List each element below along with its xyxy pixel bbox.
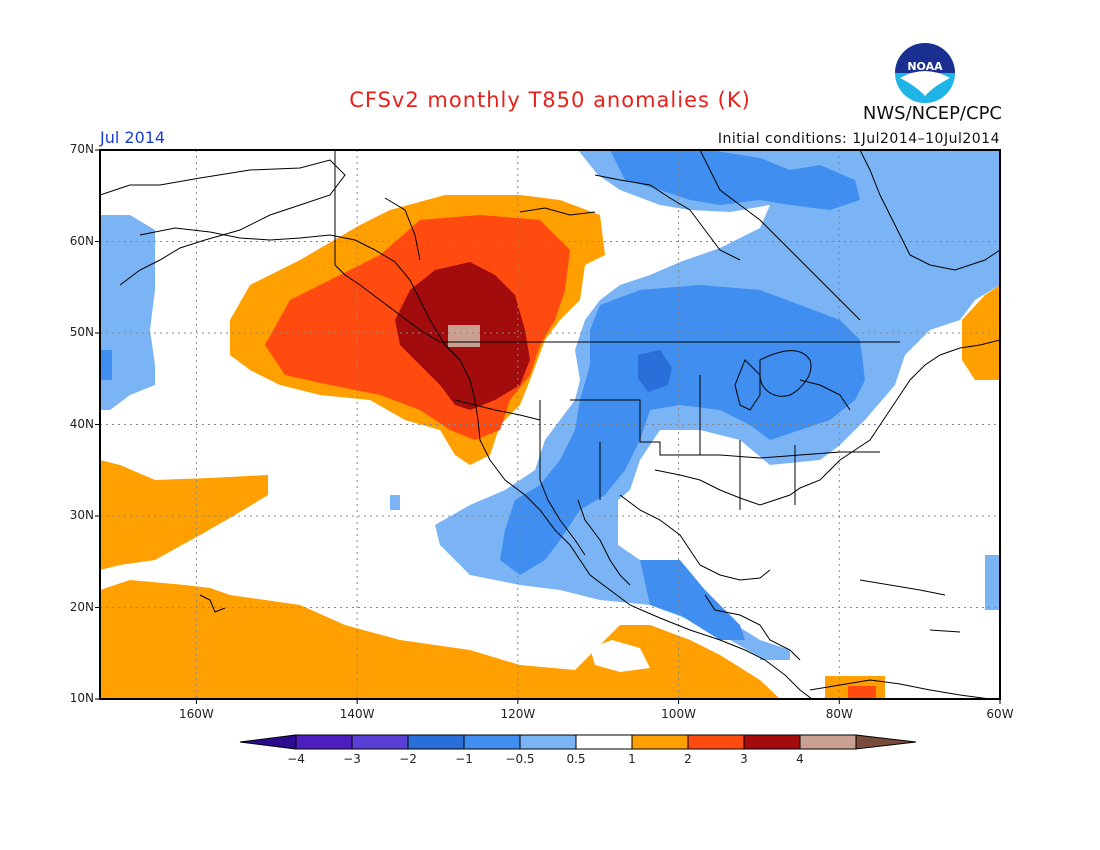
colorbar-tick-label: −3	[343, 752, 361, 766]
svg-text:NOAA: NOAA	[907, 60, 943, 73]
lat-tick-label: 30N	[69, 508, 94, 522]
lon-tick-label: 100W	[661, 707, 696, 721]
lat-tick-label: 50N	[69, 325, 94, 339]
graticule	[100, 150, 1000, 699]
agency-label: NWS/NCEP/CPC	[862, 103, 1002, 124]
colorbar-cell	[687, 734, 745, 750]
warm-anomaly-region	[100, 195, 1000, 699]
colorbar-tick-label: −4	[287, 752, 305, 766]
colorbar-cell	[463, 734, 521, 750]
initial-conditions-label: Initial conditions: 1Jul2014–10Jul2014	[717, 131, 1000, 147]
colorbar-tick-label: 2	[684, 752, 692, 766]
colorbar-tick-label: −0.5	[505, 752, 535, 766]
colorbar-tick-label: −1	[455, 752, 473, 766]
lon-tick-label: 140W	[339, 707, 375, 721]
colorbar-cell	[631, 734, 689, 750]
lon-tick-label: 80W	[825, 707, 853, 721]
lat-tick-label: 60N	[69, 233, 94, 248]
lon-tick-label: 60W	[986, 707, 1014, 721]
colorbar-cell	[351, 734, 409, 750]
lon-tick-label: 160W	[179, 707, 214, 721]
colorbar-cell	[407, 734, 465, 750]
axis-ticks	[95, 149, 1001, 704]
colorbar-tick-label: 0.5	[566, 752, 586, 766]
colorbar-cell	[799, 734, 857, 750]
lat-tick-label: 10N	[69, 691, 94, 705]
colorbar-low-arrow	[239, 734, 297, 750]
colorbar-tick-label: 4	[796, 752, 804, 766]
lon-tick-label: 120W	[500, 707, 536, 721]
cool-anomaly-region	[100, 150, 1000, 660]
colorbar-tick-label: −2	[399, 752, 417, 766]
colorbar-cell	[743, 734, 801, 750]
noaa-logo: NOAA	[895, 43, 955, 103]
lat-tick-label: 20N	[69, 599, 94, 614]
figure-title: CFSv2 monthly T850 anomalies (K)	[349, 88, 751, 112]
lat-tick-label: 70N	[69, 142, 94, 156]
month-label: Jul 2014	[100, 128, 166, 147]
colorbar-high-arrow	[855, 734, 917, 750]
colorbar-tick-label: 1	[628, 752, 636, 766]
lat-tick-label: 40N	[69, 416, 94, 431]
colorbar-cell	[295, 734, 353, 750]
colorbar-cell	[519, 734, 577, 750]
colorbar-tick-label: 3	[740, 752, 748, 766]
colorbar-cell	[575, 734, 633, 750]
coastline-outlines	[100, 150, 1000, 699]
